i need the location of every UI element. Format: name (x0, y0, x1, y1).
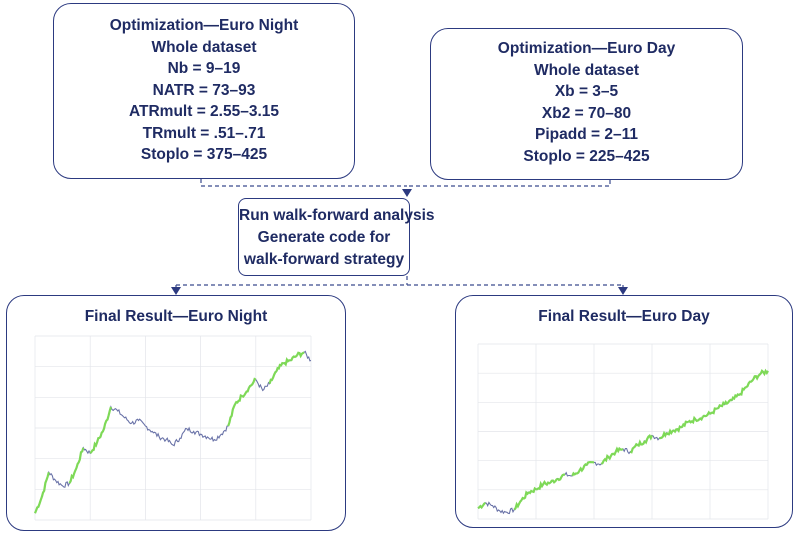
final-result-euro-day-box: Final Result—Euro Day (455, 295, 793, 528)
param-line: Pipadd = 2–11 (535, 126, 638, 143)
new-high-segment (745, 378, 755, 388)
box-title: Optimization—Euro Day (497, 40, 676, 57)
new-high-segment (520, 490, 530, 501)
new-high-segment (241, 387, 250, 398)
box-title: Optimization—Euro Night (109, 17, 299, 34)
new-high-segment (513, 499, 523, 511)
new-high-segment (665, 428, 675, 436)
arrow-into-wf-icon (402, 189, 412, 197)
new-high-segment (730, 393, 740, 401)
new-high-segment (102, 406, 112, 429)
new-high-segment (694, 416, 704, 423)
optimization-euro-night-box: Optimization—Euro Night Whole dataset Nb… (53, 3, 355, 179)
new-high-segment (289, 354, 299, 362)
new-high-segment (283, 356, 291, 367)
connector-day-to-wf (407, 180, 611, 187)
new-high-segment (716, 400, 726, 410)
new-high-segment (585, 460, 595, 466)
new-high-segment (247, 377, 257, 389)
new-high-segment (723, 398, 733, 406)
equity-chart-night (33, 335, 312, 521)
new-high-segment (571, 469, 581, 477)
param-line: Xb2 = 70–80 (541, 104, 632, 122)
result-title: Final Result—Euro Day (538, 308, 710, 325)
param-line: Stoplo = 375–425 (140, 146, 268, 163)
new-high-segment (68, 467, 78, 484)
new-high-segment (738, 386, 747, 397)
arrow-to-night-result-icon (171, 287, 181, 295)
wf-line: walk-forward strategy (243, 251, 405, 268)
param-line: TRmult = .51–.71 (142, 124, 266, 142)
new-high-segment (549, 477, 559, 484)
new-high-segment (556, 473, 565, 482)
optimization-euro-day-box: Optimization—Euro Day Whole dataset Xb =… (430, 28, 743, 180)
new-high-segment (672, 424, 682, 434)
new-high-segment (759, 368, 769, 377)
equity-line (477, 369, 769, 515)
new-high-segment (600, 453, 610, 465)
walk-forward-box: Run walk-forward analysis Generate code … (238, 198, 435, 276)
final-result-euro-night-box: Final Result—Euro Night (6, 295, 346, 531)
new-high-segment (477, 501, 487, 510)
param-line: Stoplo = 225–425 (523, 147, 650, 165)
new-high-segment (75, 447, 85, 469)
result-title: Final Result—Euro Night (84, 308, 268, 325)
new-high-segment (89, 441, 99, 454)
new-high-segment (542, 479, 551, 487)
box-subtitle: Whole dataset (151, 38, 257, 56)
new-high-segment (40, 472, 50, 498)
new-high-segment (268, 370, 278, 385)
wf-line: Run walk-forward analysis (239, 207, 435, 224)
new-high-segment (702, 410, 711, 418)
new-high-segment (614, 446, 624, 454)
new-high-segment (33, 496, 43, 514)
new-high-segment (637, 439, 646, 448)
connector-night-to-wf (200, 179, 407, 187)
new-high-segment (227, 403, 237, 427)
new-high-segment (296, 351, 305, 359)
new-high-segment (234, 393, 243, 405)
new-high-segment (535, 480, 545, 491)
new-high-segment (752, 372, 762, 381)
new-high-segment (680, 420, 689, 429)
param-line: Xb = 3–5 (554, 83, 619, 100)
new-high-segment (709, 407, 718, 415)
box-subtitle: Whole dataset (533, 61, 640, 79)
new-high-segment (629, 442, 639, 454)
new-high-segment (96, 428, 106, 443)
new-high-segment (687, 415, 697, 425)
new-high-segment (659, 430, 668, 440)
new-high-segment (528, 486, 537, 495)
param-line: ATRmult = 2.55–3.15 (128, 103, 280, 120)
connector-wf-split (176, 276, 623, 286)
equity-chart-day (477, 343, 769, 520)
new-high-segment (578, 462, 588, 473)
new-high-segment (643, 433, 653, 445)
param-line: NATR = 73–93 (152, 81, 256, 99)
new-high-segment (275, 361, 284, 372)
wf-line: Generate code for (257, 229, 391, 246)
arrow-to-day-result-icon (618, 287, 628, 295)
param-line: Nb = 9–19 (167, 60, 241, 77)
new-high-segment (607, 451, 617, 461)
equity-line (34, 350, 312, 514)
